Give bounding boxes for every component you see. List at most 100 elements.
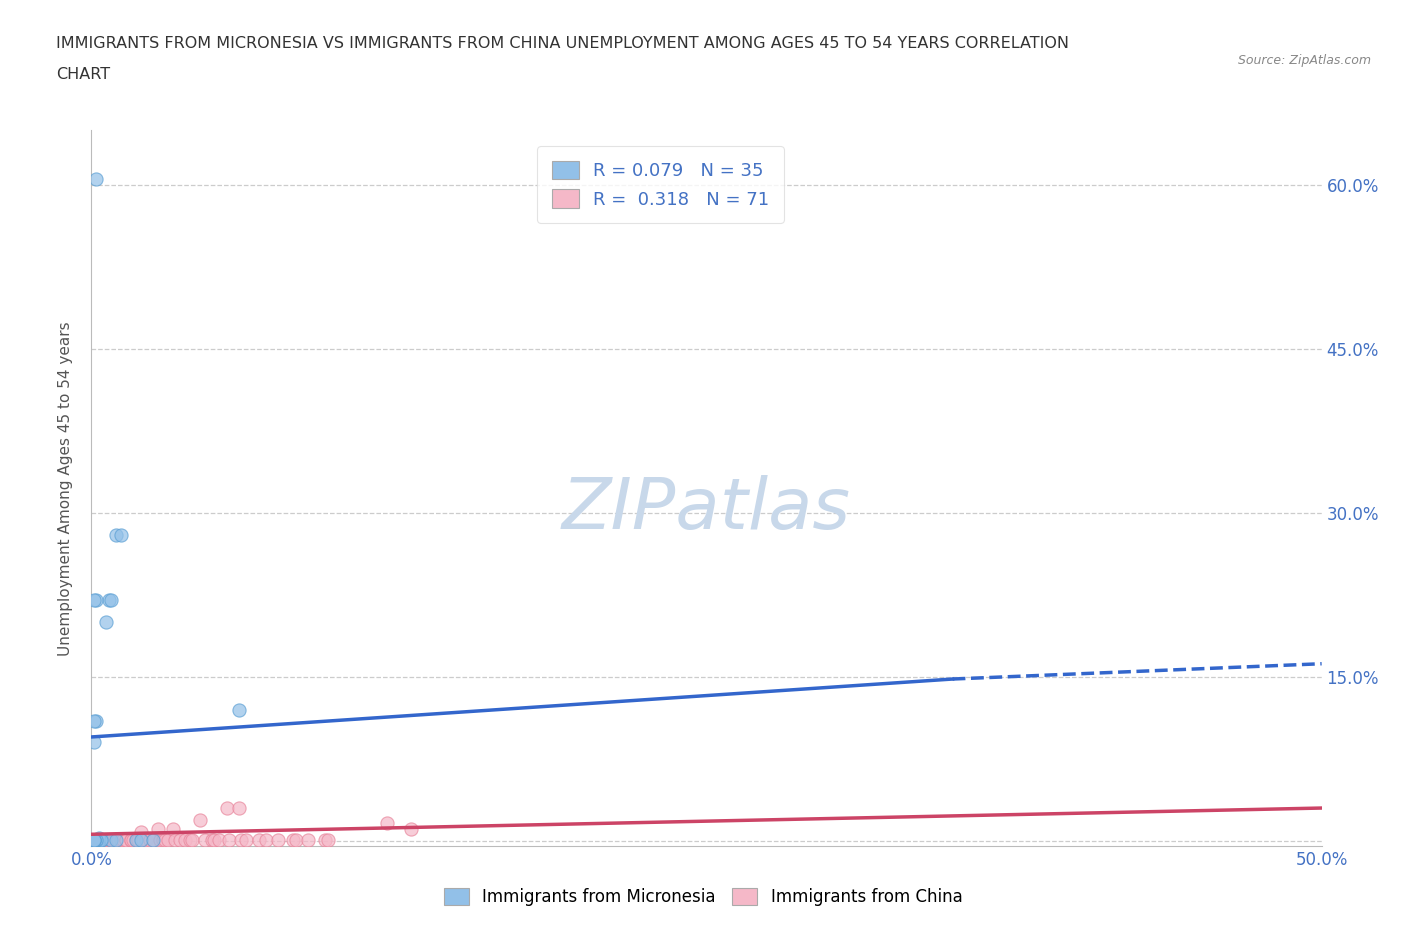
Point bbox=[202, 832, 225, 847]
Point bbox=[142, 832, 165, 847]
Point bbox=[90, 832, 112, 847]
Point bbox=[87, 832, 110, 847]
Point bbox=[110, 527, 132, 542]
Point bbox=[267, 832, 290, 847]
Point bbox=[86, 832, 108, 847]
Point bbox=[83, 832, 105, 847]
Point bbox=[87, 830, 110, 845]
Point bbox=[83, 832, 105, 847]
Point bbox=[112, 832, 135, 847]
Point bbox=[228, 801, 250, 816]
Point bbox=[107, 832, 129, 847]
Point bbox=[87, 832, 110, 847]
Point bbox=[149, 832, 172, 847]
Point bbox=[83, 832, 105, 847]
Point bbox=[83, 832, 105, 847]
Point bbox=[174, 832, 197, 847]
Point bbox=[142, 832, 165, 847]
Text: CHART: CHART bbox=[56, 67, 110, 82]
Point bbox=[135, 832, 156, 847]
Point bbox=[375, 816, 398, 830]
Point bbox=[87, 832, 110, 847]
Point bbox=[83, 832, 105, 847]
Point bbox=[103, 832, 125, 847]
Y-axis label: Unemployment Among Ages 45 to 54 years: Unemployment Among Ages 45 to 54 years bbox=[58, 321, 73, 656]
Text: ZIPatlas: ZIPatlas bbox=[562, 475, 851, 544]
Point bbox=[96, 832, 117, 847]
Point bbox=[120, 832, 142, 847]
Point bbox=[83, 735, 105, 750]
Point bbox=[83, 592, 105, 607]
Point bbox=[83, 832, 105, 847]
Point bbox=[316, 832, 339, 847]
Point bbox=[83, 832, 105, 847]
Point bbox=[247, 832, 270, 847]
Point bbox=[105, 832, 127, 847]
Point bbox=[83, 832, 105, 847]
Point bbox=[188, 813, 211, 828]
Point bbox=[90, 832, 112, 847]
Point bbox=[297, 832, 319, 847]
Point bbox=[83, 832, 105, 847]
Point bbox=[100, 832, 122, 847]
Point bbox=[86, 832, 108, 847]
Point bbox=[127, 832, 149, 847]
Point bbox=[90, 832, 112, 847]
Legend: Immigrants from Micronesia, Immigrants from China: Immigrants from Micronesia, Immigrants f… bbox=[437, 881, 969, 912]
Point bbox=[93, 832, 115, 847]
Point bbox=[87, 832, 110, 847]
Point bbox=[83, 832, 105, 847]
Point bbox=[90, 832, 112, 847]
Point bbox=[281, 832, 304, 847]
Point bbox=[215, 801, 238, 816]
Point bbox=[156, 832, 179, 847]
Point bbox=[93, 832, 115, 847]
Point bbox=[100, 832, 122, 847]
Point bbox=[105, 527, 127, 542]
Point bbox=[162, 821, 184, 836]
Point bbox=[179, 832, 201, 847]
Point bbox=[83, 713, 105, 728]
Point bbox=[87, 832, 110, 847]
Point bbox=[235, 832, 257, 847]
Point bbox=[163, 832, 186, 847]
Point bbox=[96, 615, 117, 630]
Point bbox=[100, 592, 122, 607]
Point bbox=[132, 832, 155, 847]
Point bbox=[153, 832, 177, 847]
Point bbox=[83, 832, 105, 847]
Point bbox=[129, 825, 152, 840]
Point bbox=[83, 832, 105, 847]
Point bbox=[83, 832, 105, 847]
Point bbox=[139, 832, 162, 847]
Point bbox=[86, 172, 108, 187]
Point bbox=[97, 832, 120, 847]
Legend: R = 0.079   N = 35, R =  0.318   N = 71: R = 0.079 N = 35, R = 0.318 N = 71 bbox=[537, 146, 783, 223]
Point bbox=[100, 832, 122, 847]
Point bbox=[83, 832, 105, 847]
Point bbox=[110, 832, 132, 847]
Point bbox=[86, 713, 108, 728]
Point bbox=[107, 832, 129, 847]
Point bbox=[86, 592, 108, 607]
Point bbox=[169, 832, 191, 847]
Point bbox=[399, 821, 422, 836]
Point bbox=[193, 832, 217, 847]
Point bbox=[284, 832, 307, 847]
Point bbox=[120, 832, 142, 847]
Point bbox=[83, 832, 105, 847]
Text: IMMIGRANTS FROM MICRONESIA VS IMMIGRANTS FROM CHINA UNEMPLOYMENT AMONG AGES 45 T: IMMIGRANTS FROM MICRONESIA VS IMMIGRANTS… bbox=[56, 36, 1069, 51]
Point bbox=[86, 832, 108, 847]
Point bbox=[124, 832, 146, 847]
Point bbox=[254, 832, 277, 847]
Point bbox=[152, 832, 174, 847]
Point bbox=[218, 832, 240, 847]
Point bbox=[228, 702, 250, 717]
Point bbox=[103, 832, 125, 847]
Point bbox=[122, 832, 145, 847]
Point bbox=[208, 832, 231, 847]
Point bbox=[86, 832, 108, 847]
Point bbox=[114, 832, 138, 847]
Point bbox=[201, 832, 224, 847]
Point bbox=[83, 832, 105, 847]
